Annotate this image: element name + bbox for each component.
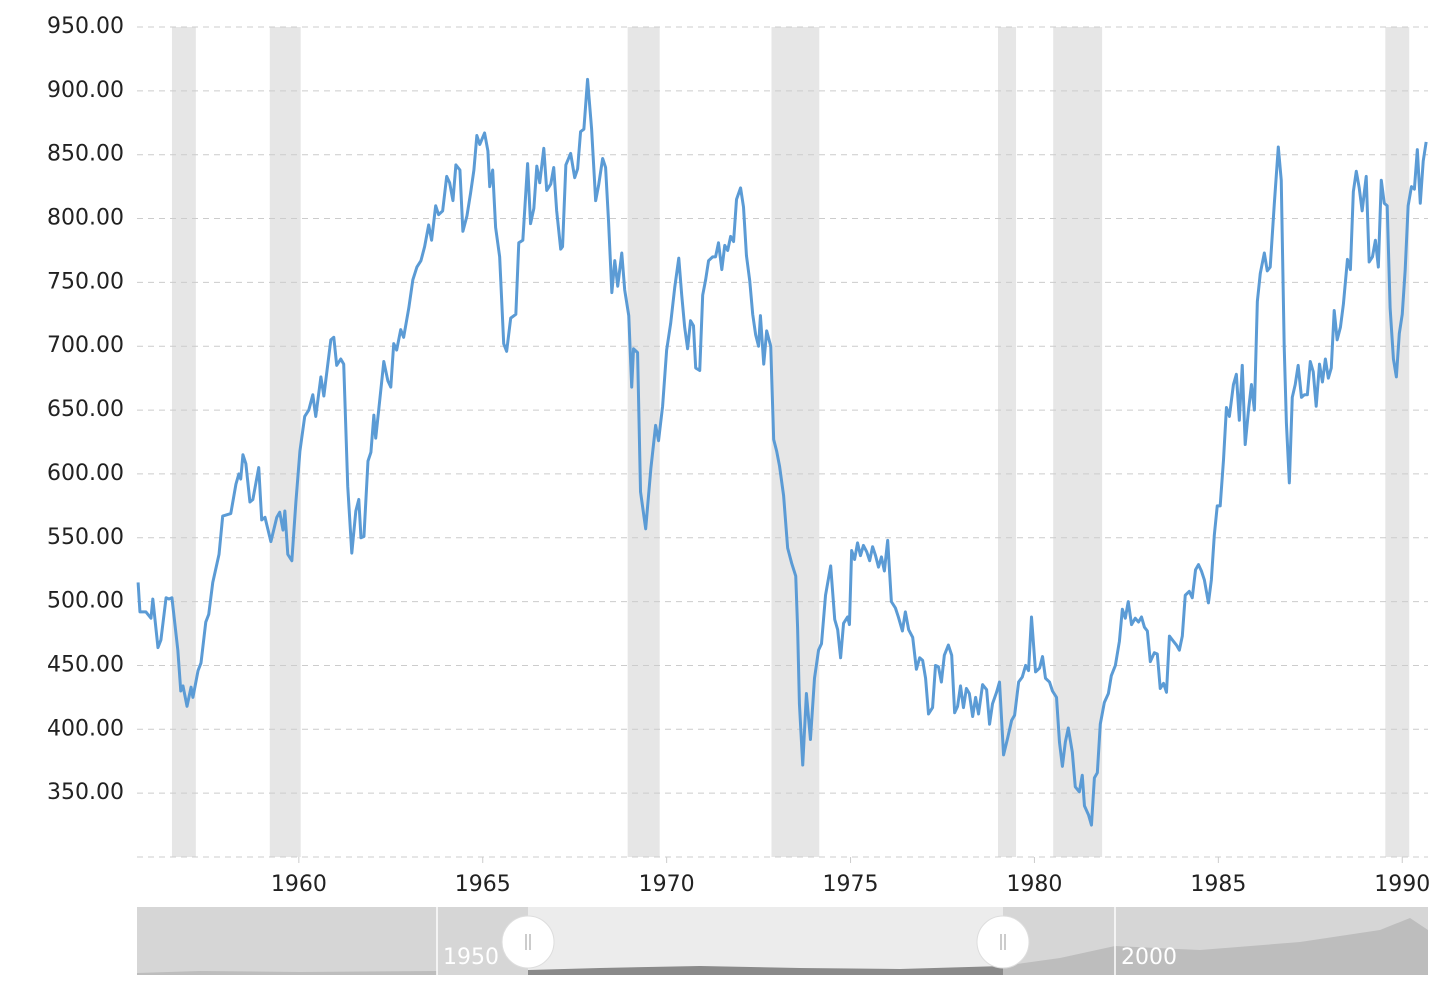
navigator-label: 1950: [443, 945, 499, 970]
x-tick-label: 1975: [823, 872, 879, 897]
y-tick-label: 550.00: [47, 525, 124, 550]
navigator-area: [528, 966, 1003, 975]
recession-band: [1053, 27, 1103, 857]
navigator-label: 2000: [1121, 945, 1177, 970]
y-tick-label: 500.00: [47, 589, 124, 614]
data-line: [136, 77, 1428, 827]
x-tick-label: 1960: [271, 872, 327, 897]
recession-band: [998, 27, 1017, 857]
y-tick-label: 750.00: [47, 269, 124, 294]
y-tick-label: 900.00: [47, 78, 124, 103]
y-tick-label: 850.00: [47, 142, 124, 167]
handle[interactable]: [501, 915, 555, 969]
recession-band: [1385, 27, 1410, 857]
navigator-handle[interactable]: [501, 915, 555, 969]
navigator-area: [137, 971, 437, 975]
x-tick-label: 1970: [639, 872, 695, 897]
x-tick-label: 1985: [1190, 872, 1246, 897]
y-tick-label: 350.00: [47, 780, 124, 805]
y-tick-label: 450.00: [47, 652, 124, 677]
recession-band: [269, 27, 301, 857]
navigator-handle[interactable]: [976, 915, 1030, 969]
y-tick-label: 700.00: [47, 333, 124, 358]
navigator-selection[interactable]: [528, 907, 1003, 975]
recession-band: [171, 27, 196, 857]
y-tick-label: 800.00: [47, 206, 124, 231]
y-tick-label: 950.00: [47, 14, 124, 39]
handle[interactable]: [976, 915, 1030, 969]
x-tick-label: 1980: [1006, 872, 1062, 897]
y-tick-label: 400.00: [47, 716, 124, 741]
navigator[interactable]: 1950 2000: [137, 907, 1428, 975]
x-tick-label: 1965: [455, 872, 511, 897]
plot-area: 350.00 400.00 450.00 500.00 550.00 600.00 650.…: [47, 14, 1430, 897]
y-tick-label: 600.00: [47, 461, 124, 486]
x-tick-label: 1990: [1374, 872, 1430, 897]
navigator-area: [1003, 918, 1428, 975]
y-tick-label: 650.00: [47, 397, 124, 422]
